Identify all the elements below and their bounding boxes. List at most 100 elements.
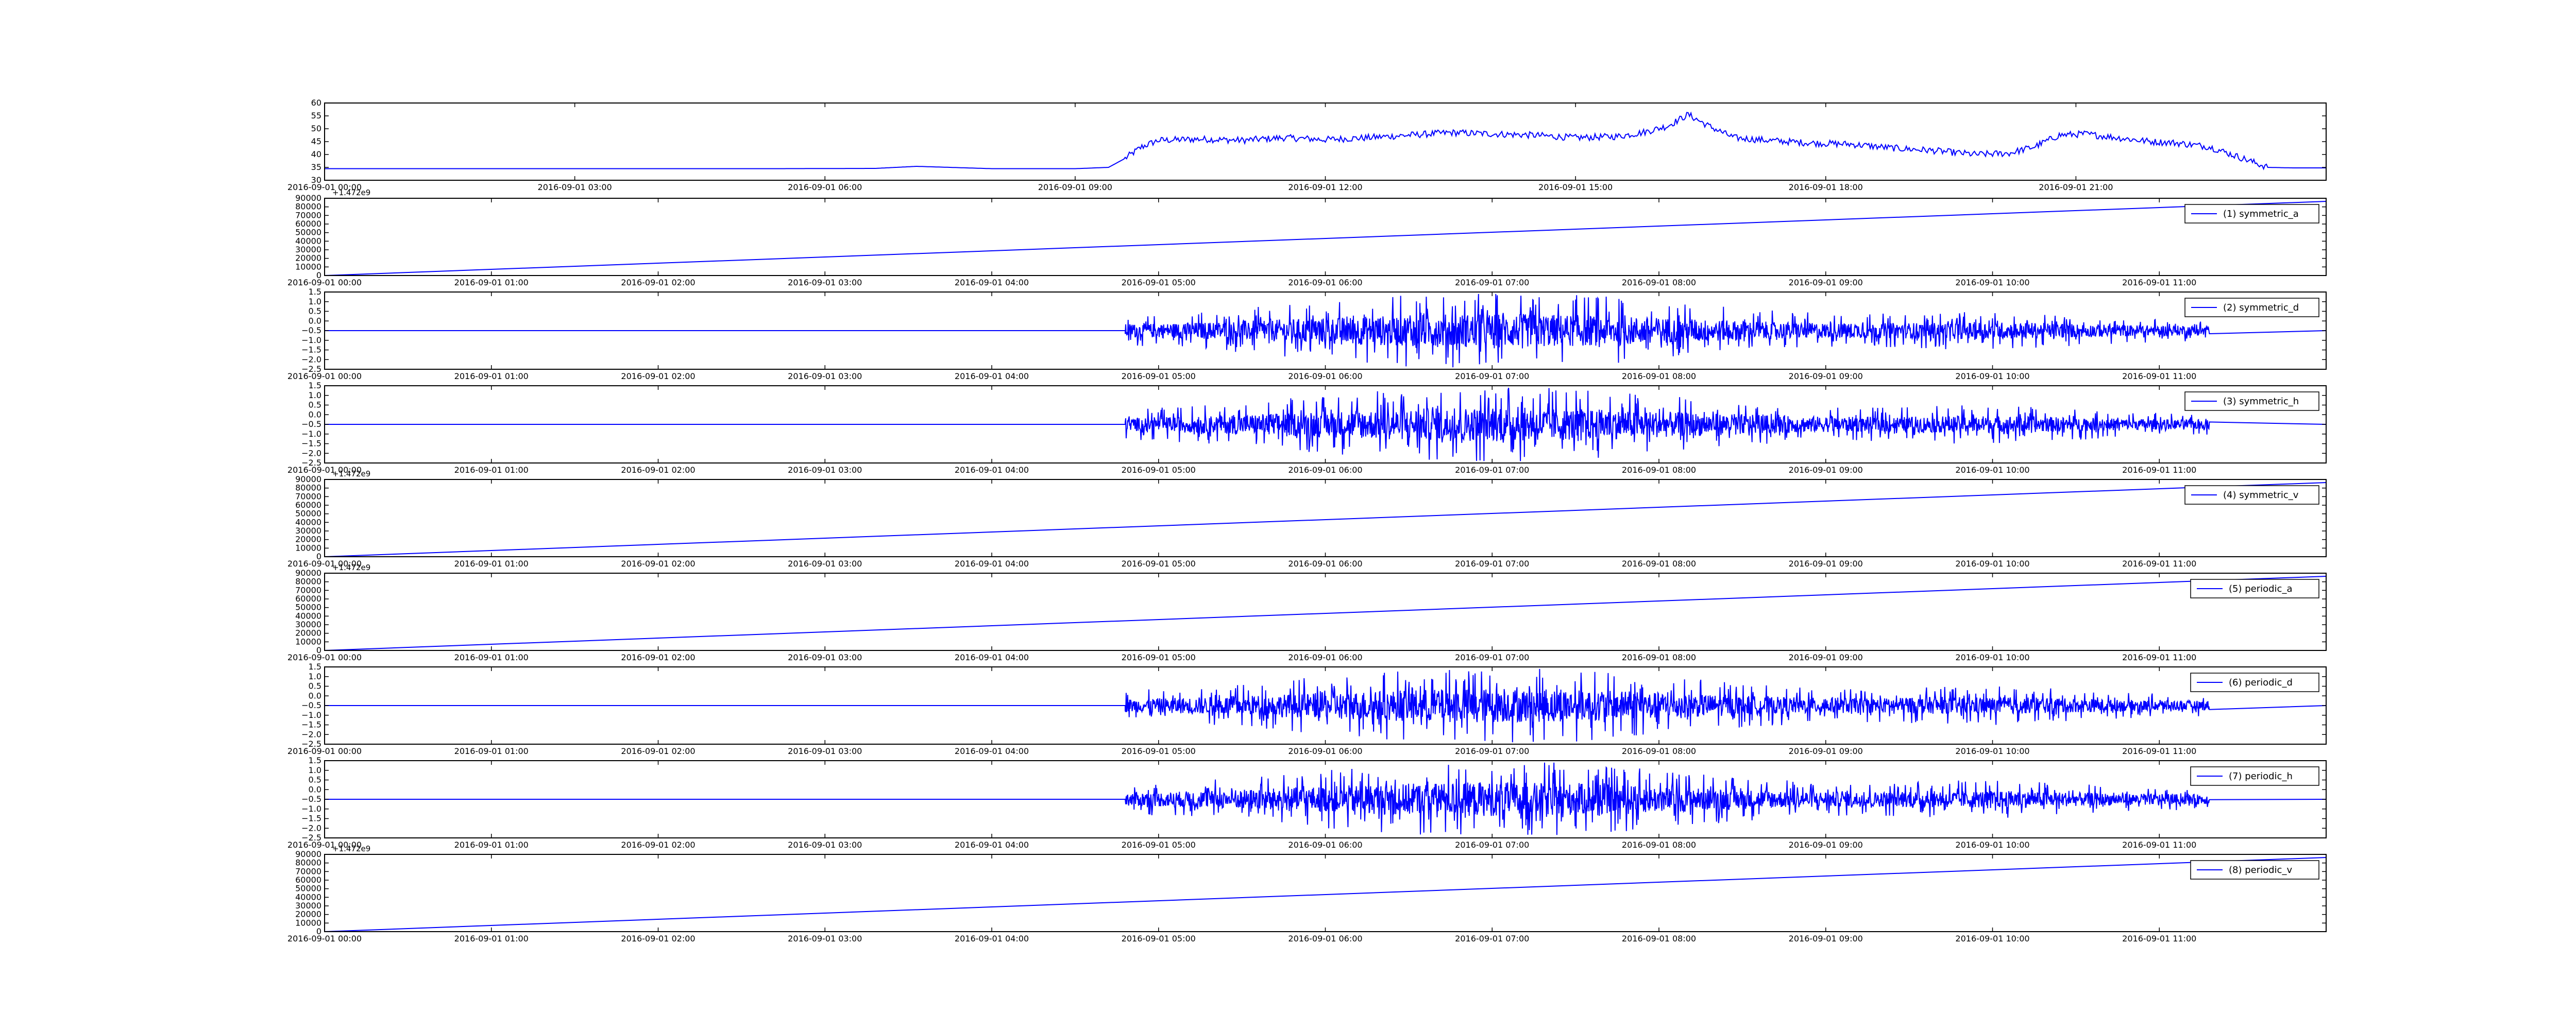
y-tick-label: 20000 [295, 253, 321, 263]
y-tick-label: 60000 [295, 500, 321, 510]
y-tick-label: 40000 [295, 236, 321, 246]
x-tick-label: 2016-09-01 06:00 [1288, 371, 1362, 381]
x-tick-label: 2016-09-01 01:00 [454, 465, 529, 475]
y-tick-label: 0.0 [309, 409, 321, 419]
y-tick-label: 40000 [295, 892, 321, 902]
legend-label: (6) periodic_d [2229, 677, 2293, 688]
y-tick-label: 30000 [295, 620, 321, 629]
legend-label: (4) symmetric_v [2223, 490, 2299, 501]
x-tick-label: 2016-09-01 00:00 [287, 371, 362, 381]
x-tick-label: 2016-09-01 01:00 [454, 278, 529, 287]
y-tick-label: 10000 [295, 262, 321, 271]
x-tick-label: 2016-09-01 03:00 [788, 840, 862, 850]
panel-6: 0100002000030000400005000060000700008000… [287, 563, 2327, 662]
x-tick-label: 2016-09-01 11:00 [2122, 840, 2196, 850]
x-tick-label: 2016-09-01 11:00 [2122, 465, 2196, 475]
y-tick-label: 1.0 [309, 765, 321, 775]
y-tick-label: 40000 [295, 517, 321, 527]
y-tick-label: 60000 [295, 219, 321, 229]
x-tick-label: 2016-09-01 06:00 [1288, 840, 1362, 850]
y-tick-label: −2.5 [301, 458, 321, 468]
x-tick-label: 2016-09-01 07:00 [1455, 559, 1529, 569]
x-tick-label: 2016-09-01 09:00 [1789, 278, 1863, 287]
axis-offset-label: +1.472e9 [332, 563, 370, 572]
series-line [324, 857, 2327, 932]
x-tick-label: 2016-09-01 07:00 [1455, 278, 1529, 287]
x-tick-label: 2016-09-01 07:00 [1455, 934, 1529, 943]
axis-offset-label: +1.472e9 [332, 188, 370, 197]
x-tick-label: 2016-09-01 09:00 [1038, 182, 1112, 192]
x-tick-label: 2016-09-01 10:00 [1955, 746, 2029, 756]
x-tick-label: 2016-09-01 07:00 [1455, 465, 1529, 475]
x-tick-label: 2016-09-01 02:00 [621, 371, 695, 381]
y-tick-label: 90000 [295, 193, 321, 203]
x-tick-label: 2016-09-01 01:00 [454, 934, 529, 943]
x-tick-label: 2016-09-01 01:00 [454, 746, 529, 756]
x-tick-label: 2016-09-01 03:00 [788, 746, 862, 756]
x-tick-label: 2016-09-01 02:00 [621, 653, 695, 662]
y-tick-label: 40000 [295, 611, 321, 621]
x-tick-label: 2016-09-01 02:00 [621, 840, 695, 850]
y-tick-label: 70000 [295, 866, 321, 876]
x-tick-label: 2016-09-01 09:00 [1789, 653, 1863, 662]
y-tick-label: −2.0 [301, 729, 321, 739]
x-tick-label: 2016-09-01 06:00 [788, 182, 862, 192]
y-tick-label: 35 [311, 162, 321, 172]
x-tick-label: 2016-09-01 05:00 [1122, 934, 1196, 943]
series-line [325, 294, 2327, 368]
x-tick-label: 2016-09-01 09:00 [1789, 559, 1863, 569]
series-line [325, 111, 2326, 170]
x-tick-label: 2016-09-01 05:00 [1122, 840, 1196, 850]
x-tick-label: 2016-09-01 02:00 [621, 465, 695, 475]
x-tick-label: 2016-09-01 10:00 [1955, 465, 2029, 475]
x-tick-label: 2016-09-01 00:00 [287, 278, 362, 287]
y-tick-label: −1.0 [301, 429, 321, 439]
x-tick-label: 2016-09-01 03:00 [788, 465, 862, 475]
x-tick-label: 2016-09-01 08:00 [1622, 653, 1696, 662]
y-tick-label: −0.5 [301, 794, 321, 804]
legend: (3) symmetric_h [2184, 391, 2319, 411]
y-tick-label: 70000 [295, 210, 321, 220]
y-tick-label: 10000 [295, 637, 321, 646]
y-tick-label: 50 [311, 124, 321, 133]
x-tick-label: 2016-09-01 11:00 [2122, 559, 2196, 569]
y-tick-label: 80000 [295, 858, 321, 868]
x-tick-label: 2016-09-01 06:00 [1288, 746, 1362, 756]
y-tick-label: 60000 [295, 875, 321, 885]
x-tick-label: 2016-09-01 10:00 [1955, 653, 2029, 662]
y-tick-label: 40 [311, 149, 321, 159]
x-tick-label: 2016-09-01 00:00 [287, 840, 362, 850]
x-tick-label: 2016-09-01 07:00 [1455, 840, 1529, 850]
x-tick-label: 2016-09-01 08:00 [1622, 840, 1696, 850]
x-tick-label: 2016-09-01 03:00 [788, 934, 862, 943]
y-tick-label: 50000 [295, 603, 321, 612]
y-tick-label: 1.5 [309, 662, 321, 672]
x-tick-label: 2016-09-01 08:00 [1622, 278, 1696, 287]
x-tick-label: 2016-09-01 04:00 [955, 934, 1029, 943]
y-tick-label: 1.0 [309, 390, 321, 400]
y-tick-label: 0.0 [309, 316, 321, 325]
y-tick-label: 1.0 [309, 297, 321, 306]
x-tick-label: 2016-09-01 10:00 [1955, 934, 2029, 943]
x-tick-label: 2016-09-01 08:00 [1622, 559, 1696, 569]
x-tick-label: 2016-09-01 11:00 [2122, 934, 2196, 943]
series-line [324, 482, 2327, 557]
x-tick-label: 2016-09-01 09:00 [1789, 746, 1863, 756]
x-tick-label: 2016-09-01 06:00 [1288, 278, 1362, 287]
x-tick-label: 2016-09-01 03:00 [788, 278, 862, 287]
x-tick-label: 2016-09-01 09:00 [1789, 371, 1863, 381]
y-tick-label: 20000 [295, 535, 321, 544]
y-tick-label: −1.5 [301, 439, 321, 449]
y-tick-label: 0 [316, 552, 321, 561]
y-tick-label: 30000 [295, 526, 321, 536]
panel-4: −2.5−2.0−1.5−1.0−0.50.00.51.01.5 2016-09-… [287, 381, 2327, 475]
x-tick-label: 2016-09-01 00:00 [287, 559, 362, 569]
y-tick-label: 55 [311, 111, 321, 121]
legend-label: (7) periodic_h [2229, 771, 2293, 782]
y-tick-label: 90000 [295, 474, 321, 484]
y-tick-label: 30000 [295, 901, 321, 911]
y-tick-label: −1.0 [301, 710, 321, 720]
y-tick-label: 1.0 [309, 672, 321, 681]
y-tick-label: −1.5 [301, 814, 321, 823]
x-tick-label: 2016-09-01 10:00 [1955, 559, 2029, 569]
